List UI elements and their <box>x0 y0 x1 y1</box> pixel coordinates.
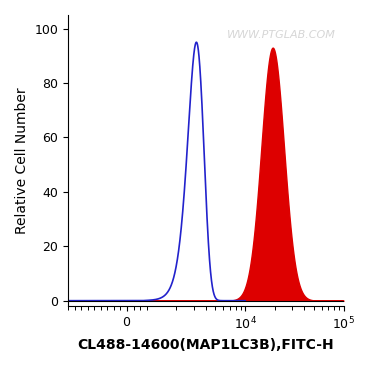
Text: WWW.PTGLAB.COM: WWW.PTGLAB.COM <box>226 30 335 40</box>
X-axis label: CL488-14600(MAP1LC3B),FITC-H: CL488-14600(MAP1LC3B),FITC-H <box>78 338 334 352</box>
Y-axis label: Relative Cell Number: Relative Cell Number <box>15 87 29 234</box>
